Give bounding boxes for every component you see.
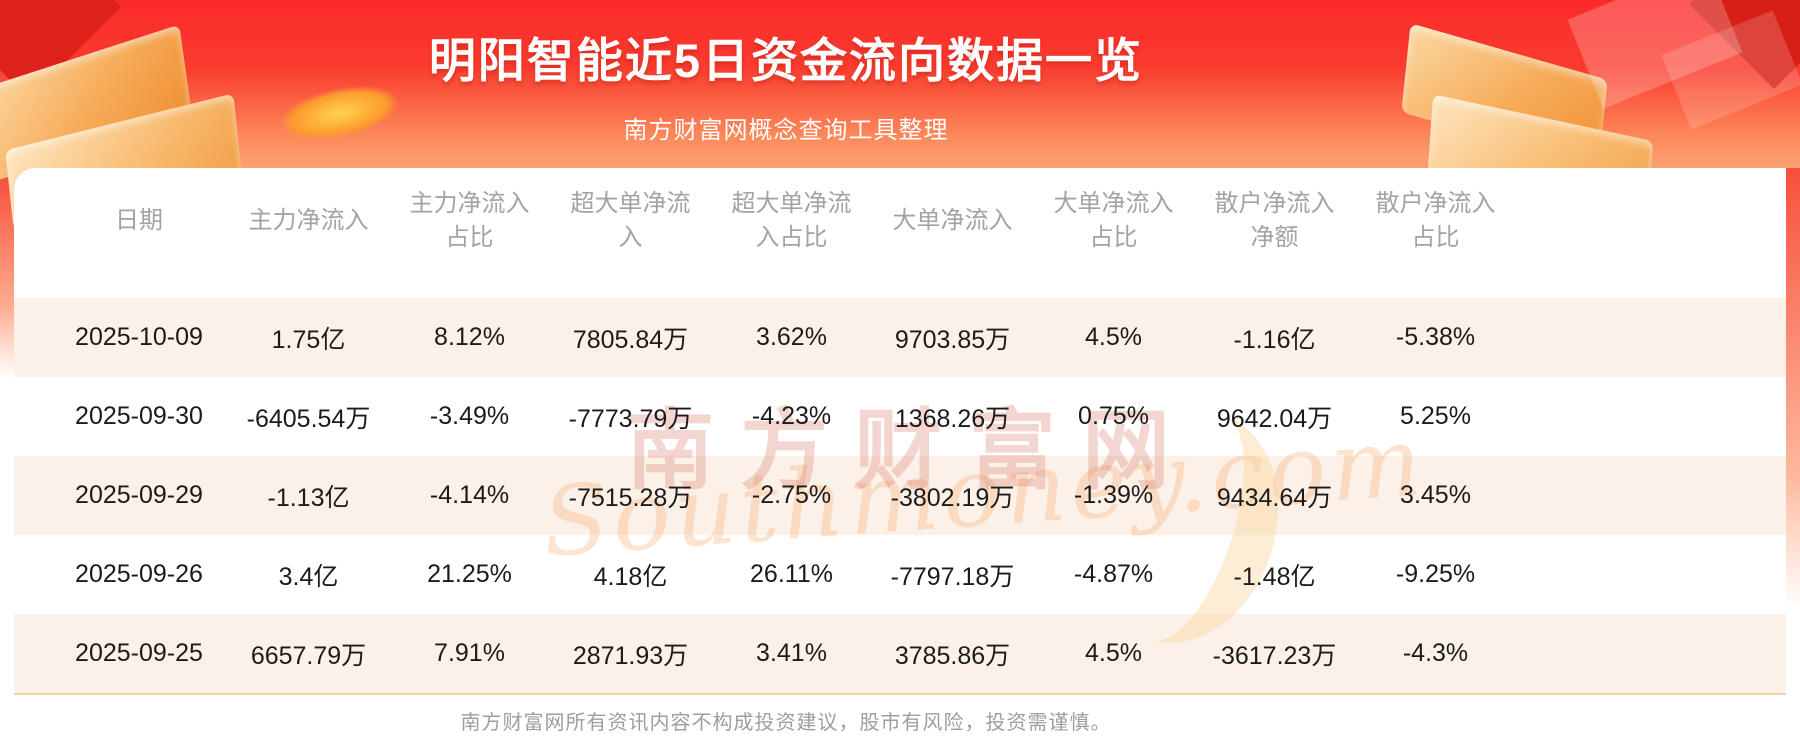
table-cell: -1.16亿	[1233, 325, 1316, 354]
column-header: 散户净流入占比	[1375, 190, 1496, 251]
table-cell: 2025-09-25	[75, 639, 203, 667]
column-header: 超大单净流入	[570, 190, 691, 251]
table-cell: -5.38%	[1395, 323, 1476, 351]
table-cell: -1.39%	[1073, 481, 1154, 509]
footer-disclaimer: 南方财富网所有资讯内容不构成投资建议，股市有风险，投资需谨慎。	[460, 712, 1112, 734]
table-cell: -7797.18万	[890, 562, 1015, 591]
table-cell: 2871.93万	[572, 641, 689, 670]
table-cell: -4.23%	[751, 402, 832, 430]
table-cell: 2025-09-29	[75, 481, 203, 509]
table-cell: 4.18亿	[593, 562, 668, 591]
column-header: 主力净流入	[248, 207, 369, 235]
table-cell: -3802.19万	[890, 483, 1015, 512]
table-cell: 3.62%	[756, 323, 827, 351]
table-cell: 26.11%	[750, 560, 833, 588]
table-cell: 3785.86万	[894, 641, 1011, 670]
table-row: 2025-10-09 1.75亿 8.12% 7805.84万 3.62% 9703.85…	[50, 298, 1516, 377]
table-cell: 9642.04万	[1216, 404, 1333, 433]
data-card: Southmoney.com 南方财富网 日期 主力净流入 主力净流入占比 超大单净流…	[14, 168, 1786, 695]
table-body: 2025-10-09 1.75亿 8.12% 7805.84万 3.62% 9703.85…	[50, 298, 1516, 693]
table-cell: -3.49%	[429, 402, 510, 430]
table-cell: 9434.64万	[1216, 483, 1333, 512]
confetti-shape	[1661, 10, 1800, 130]
table-cell: -4.14%	[429, 481, 510, 509]
confetti-shape	[1567, 0, 1743, 109]
table-cell: 9703.85万	[894, 325, 1011, 354]
table-cell: 2025-10-09	[75, 323, 203, 351]
table-cell: -7515.28万	[568, 483, 693, 512]
red-ribbon-icon	[1689, 0, 1800, 89]
table-cell: 1.75亿	[271, 325, 346, 354]
table-cell: -2.75%	[751, 481, 832, 509]
table-row: 2025-09-29 -1.13亿 -4.14% -7515.28万 -2.75% -38…	[50, 456, 1516, 535]
column-header: 日期	[115, 207, 163, 235]
table-cell: 4.5%	[1085, 639, 1142, 667]
table-cell: -6405.54万	[246, 404, 371, 433]
column-header: 大单净流入	[892, 207, 1013, 235]
table-cell: -3617.23万	[1212, 641, 1337, 670]
table-cell: 3.4亿	[278, 562, 339, 591]
table-cell: -4.3%	[1402, 639, 1469, 667]
table-cell: -4.87%	[1073, 560, 1154, 588]
table-cell: -1.48亿	[1233, 562, 1316, 591]
table-cell: 3.45%	[1400, 481, 1471, 509]
table-cell: 1368.26万	[894, 404, 1011, 433]
hero-banner: 明阳智能近5日资金流向数据一览 南方财富网概念查询工具整理	[0, 0, 1800, 231]
table-cell: 7805.84万	[572, 325, 689, 354]
table-cell: 6657.79万	[250, 641, 367, 670]
column-header: 散户净流入净额	[1214, 190, 1335, 251]
table-cell: 7.91%	[434, 639, 505, 667]
page-title: 明阳智能近5日资金流向数据一览	[428, 34, 1144, 87]
table-row: 2025-09-25 6657.79万 7.91% 2871.93万 3.41% 3785…	[50, 614, 1516, 693]
table-cell: -9.25%	[1395, 560, 1476, 588]
table-row: 2025-09-30 -6405.54万 -3.49% -7773.79万 -4.23%…	[50, 377, 1516, 456]
fund-flow-table: 日期 主力净流入 主力净流入占比 超大单净流入 超大单净流入占比 大单净流入 大单净流入占比…	[50, 168, 1516, 693]
table-row: 2025-09-26 3.4亿 21.25% 4.18亿 26.11% -7797.18万…	[50, 535, 1516, 614]
table-cell: 3.41%	[756, 639, 827, 667]
header-row: 日期 主力净流入 主力净流入占比 超大单净流入 超大单净流入占比 大单净流入 大单净流入占比…	[50, 168, 1516, 298]
table-cell: -1.13亿	[267, 483, 350, 512]
table-cell: 21.25%	[427, 560, 512, 588]
table-cell: 4.5%	[1085, 323, 1142, 351]
row-stripes	[14, 298, 1786, 693]
table-cell: 8.12%	[434, 323, 505, 351]
column-header: 主力净流入占比	[409, 190, 530, 251]
table-cell: 5.25%	[1400, 402, 1471, 430]
page-subtitle: 南方财富网概念查询工具整理	[623, 117, 949, 144]
right-edge-decoration	[1786, 168, 1800, 608]
table-cell: 2025-09-30	[75, 402, 203, 430]
column-header: 大单净流入占比	[1053, 190, 1174, 251]
table-cell: 0.75%	[1078, 402, 1149, 430]
table-cell: -7773.79万	[568, 404, 693, 433]
table-cell: 2025-09-26	[75, 560, 203, 588]
column-header: 超大单净流入占比	[731, 190, 852, 251]
left-edge-decoration	[0, 168, 14, 378]
